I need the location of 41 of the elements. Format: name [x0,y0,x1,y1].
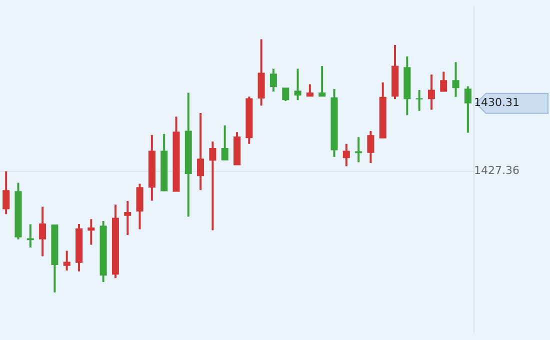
candlestick [160,134,168,192]
candlestick [209,142,216,230]
candlestick [26,224,34,248]
candlestick [51,224,58,292]
candlestick [392,45,398,100]
candlestick [197,112,204,190]
candlestick [294,68,302,100]
candlestick [379,82,386,138]
candlestick [452,62,460,97]
candlestick [342,144,350,166]
candlestick [136,184,144,230]
candlestick [428,74,435,110]
candlestick [306,84,314,97]
candlestick [88,219,95,245]
candlestick [282,88,290,102]
candlestick [148,134,156,201]
candlestick [367,130,374,163]
candlestick [404,56,411,116]
candlestick [63,250,70,271]
candlestick [355,137,362,162]
candlestick [14,182,22,240]
y-tick-label: 1427.36 [474,164,520,178]
candlestick [76,224,82,272]
candlestick [124,200,132,236]
candlestick [440,72,448,92]
candlestick [318,66,326,97]
candlestick [234,132,240,166]
y-tick-label: 1430.31 [474,96,520,110]
candlestick [112,204,119,278]
candlestick [100,221,107,282]
candlestick [416,90,423,111]
candlestick [464,86,472,133]
candlestick [221,125,228,160]
candlestick [330,89,338,157]
candlestick [2,171,10,214]
candlestick [172,116,180,192]
candlestick [39,206,46,256]
candlestick [184,92,192,217]
candlestick [258,39,265,106]
candlestick [270,68,277,92]
candlestick [246,96,253,144]
